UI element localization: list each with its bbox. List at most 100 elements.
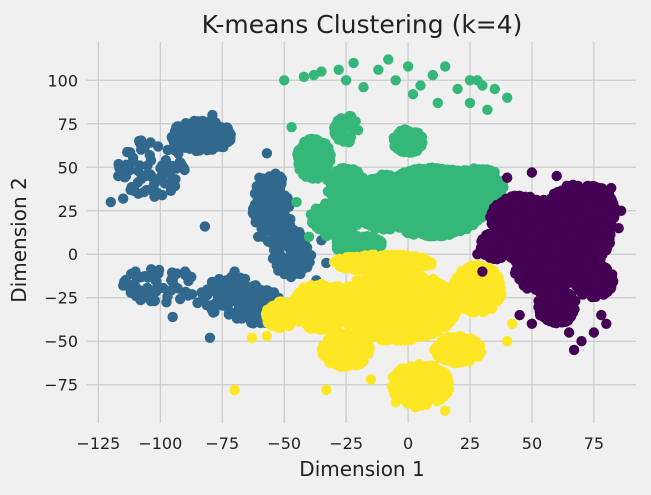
cluster-0-point bbox=[180, 266, 190, 276]
cluster-1-point bbox=[433, 98, 443, 108]
cluster-1-point bbox=[373, 65, 383, 75]
cluster-1-point bbox=[385, 200, 395, 210]
cluster-2-point bbox=[376, 335, 386, 345]
cluster-2-point bbox=[333, 295, 343, 305]
cluster-0-point bbox=[229, 266, 239, 276]
cluster-1-point bbox=[406, 144, 416, 154]
cluster-1-point bbox=[417, 229, 427, 239]
cluster-0-point bbox=[219, 131, 229, 141]
cluster-0-point bbox=[261, 285, 271, 295]
cluster-1-point bbox=[331, 181, 341, 191]
cluster-1-point bbox=[490, 185, 500, 195]
cluster-0-point bbox=[157, 190, 167, 200]
cluster-0-point bbox=[291, 229, 301, 239]
cluster-0-point bbox=[272, 250, 282, 260]
cluster-0-point bbox=[241, 305, 251, 315]
cluster-1-point bbox=[391, 75, 401, 85]
cluster-2-point bbox=[415, 324, 425, 334]
cluster-1-point bbox=[443, 180, 453, 190]
cluster-1-point bbox=[403, 61, 413, 71]
cluster-1-point bbox=[340, 135, 350, 145]
cluster-2-point bbox=[425, 322, 435, 332]
cluster-1-point bbox=[374, 175, 384, 185]
cluster-1-point bbox=[404, 208, 414, 218]
cluster-0-point bbox=[131, 291, 141, 301]
cluster-1-point bbox=[397, 146, 407, 156]
cluster-0-point bbox=[113, 159, 123, 169]
cluster-1-point bbox=[358, 82, 368, 92]
cluster-1-point bbox=[343, 164, 353, 174]
cluster-2-point bbox=[355, 296, 365, 306]
cluster-1-point bbox=[341, 207, 351, 217]
cluster-0-point bbox=[150, 295, 160, 305]
cluster-1-point bbox=[502, 93, 512, 103]
cluster-0-point bbox=[207, 110, 217, 120]
cluster-0-point bbox=[139, 187, 149, 197]
cluster-2-point bbox=[319, 293, 329, 303]
cluster-0-point bbox=[142, 283, 152, 293]
cluster-2-point bbox=[365, 283, 375, 293]
cluster-1-point bbox=[340, 216, 350, 226]
cluster-1-point bbox=[481, 190, 491, 200]
cluster-2-point bbox=[341, 303, 351, 313]
cluster-0-point bbox=[202, 124, 212, 134]
cluster-0-point bbox=[276, 198, 286, 208]
cluster-2-point bbox=[375, 321, 385, 331]
cluster-1-point bbox=[430, 198, 440, 208]
cluster-0-point bbox=[206, 301, 216, 311]
cluster-1-point bbox=[440, 61, 450, 71]
cluster-1-point bbox=[351, 231, 361, 241]
cluster-1-point bbox=[315, 218, 325, 228]
cluster-1-point bbox=[376, 240, 386, 250]
cluster-0-point bbox=[139, 142, 149, 152]
cluster-1-point bbox=[352, 219, 362, 229]
cluster-2-point bbox=[310, 301, 320, 311]
cluster-1-point bbox=[428, 173, 438, 183]
cluster-1-point bbox=[315, 152, 325, 162]
cluster-2-point bbox=[358, 276, 368, 286]
cluster-1-point bbox=[333, 116, 343, 126]
cluster-0-point bbox=[179, 165, 189, 175]
cluster-0-point bbox=[167, 273, 177, 283]
cluster-0-point bbox=[219, 276, 229, 286]
cluster-1-point bbox=[452, 84, 462, 94]
cluster-2-point bbox=[405, 324, 415, 334]
cluster-0-point bbox=[297, 262, 307, 272]
cluster-2-point bbox=[436, 305, 446, 315]
cluster-1-point bbox=[469, 163, 479, 173]
cluster-1-point bbox=[348, 58, 358, 68]
cluster-0-point bbox=[118, 280, 128, 290]
cluster-1-point bbox=[279, 75, 289, 85]
cluster-2-point bbox=[382, 309, 392, 319]
cluster-0-point bbox=[168, 312, 178, 322]
cluster-1-point bbox=[470, 211, 480, 221]
cluster-1-point bbox=[408, 89, 418, 99]
cluster-0-point bbox=[175, 136, 185, 146]
cluster-1-point bbox=[465, 98, 475, 108]
cluster-1-point bbox=[303, 164, 313, 174]
cluster-0-point bbox=[269, 206, 279, 216]
cluster-0-point bbox=[231, 307, 241, 317]
cluster-0-point bbox=[192, 298, 202, 308]
cluster-1-point bbox=[388, 191, 398, 201]
cluster-1-point bbox=[299, 72, 309, 82]
cluster-0-point bbox=[170, 174, 180, 184]
cluster-0-point bbox=[118, 193, 128, 203]
cluster-0-point bbox=[260, 205, 270, 215]
cluster-1-point bbox=[347, 116, 357, 126]
cluster-0-point bbox=[176, 126, 186, 136]
cluster-1-point bbox=[480, 167, 490, 177]
cluster-0-point bbox=[106, 197, 116, 207]
cluster-0-point bbox=[254, 173, 264, 183]
cluster-2-point bbox=[364, 315, 374, 325]
cluster-2-point bbox=[321, 318, 331, 328]
cluster-0-point bbox=[276, 179, 286, 189]
cluster-1-point bbox=[406, 167, 416, 177]
cluster-1-point bbox=[341, 75, 351, 85]
cluster-1-point bbox=[401, 131, 411, 141]
cluster-1-point bbox=[399, 195, 409, 205]
cluster-0-point bbox=[153, 268, 163, 278]
cluster-0-point bbox=[173, 148, 183, 158]
cluster-2-point bbox=[393, 323, 403, 333]
